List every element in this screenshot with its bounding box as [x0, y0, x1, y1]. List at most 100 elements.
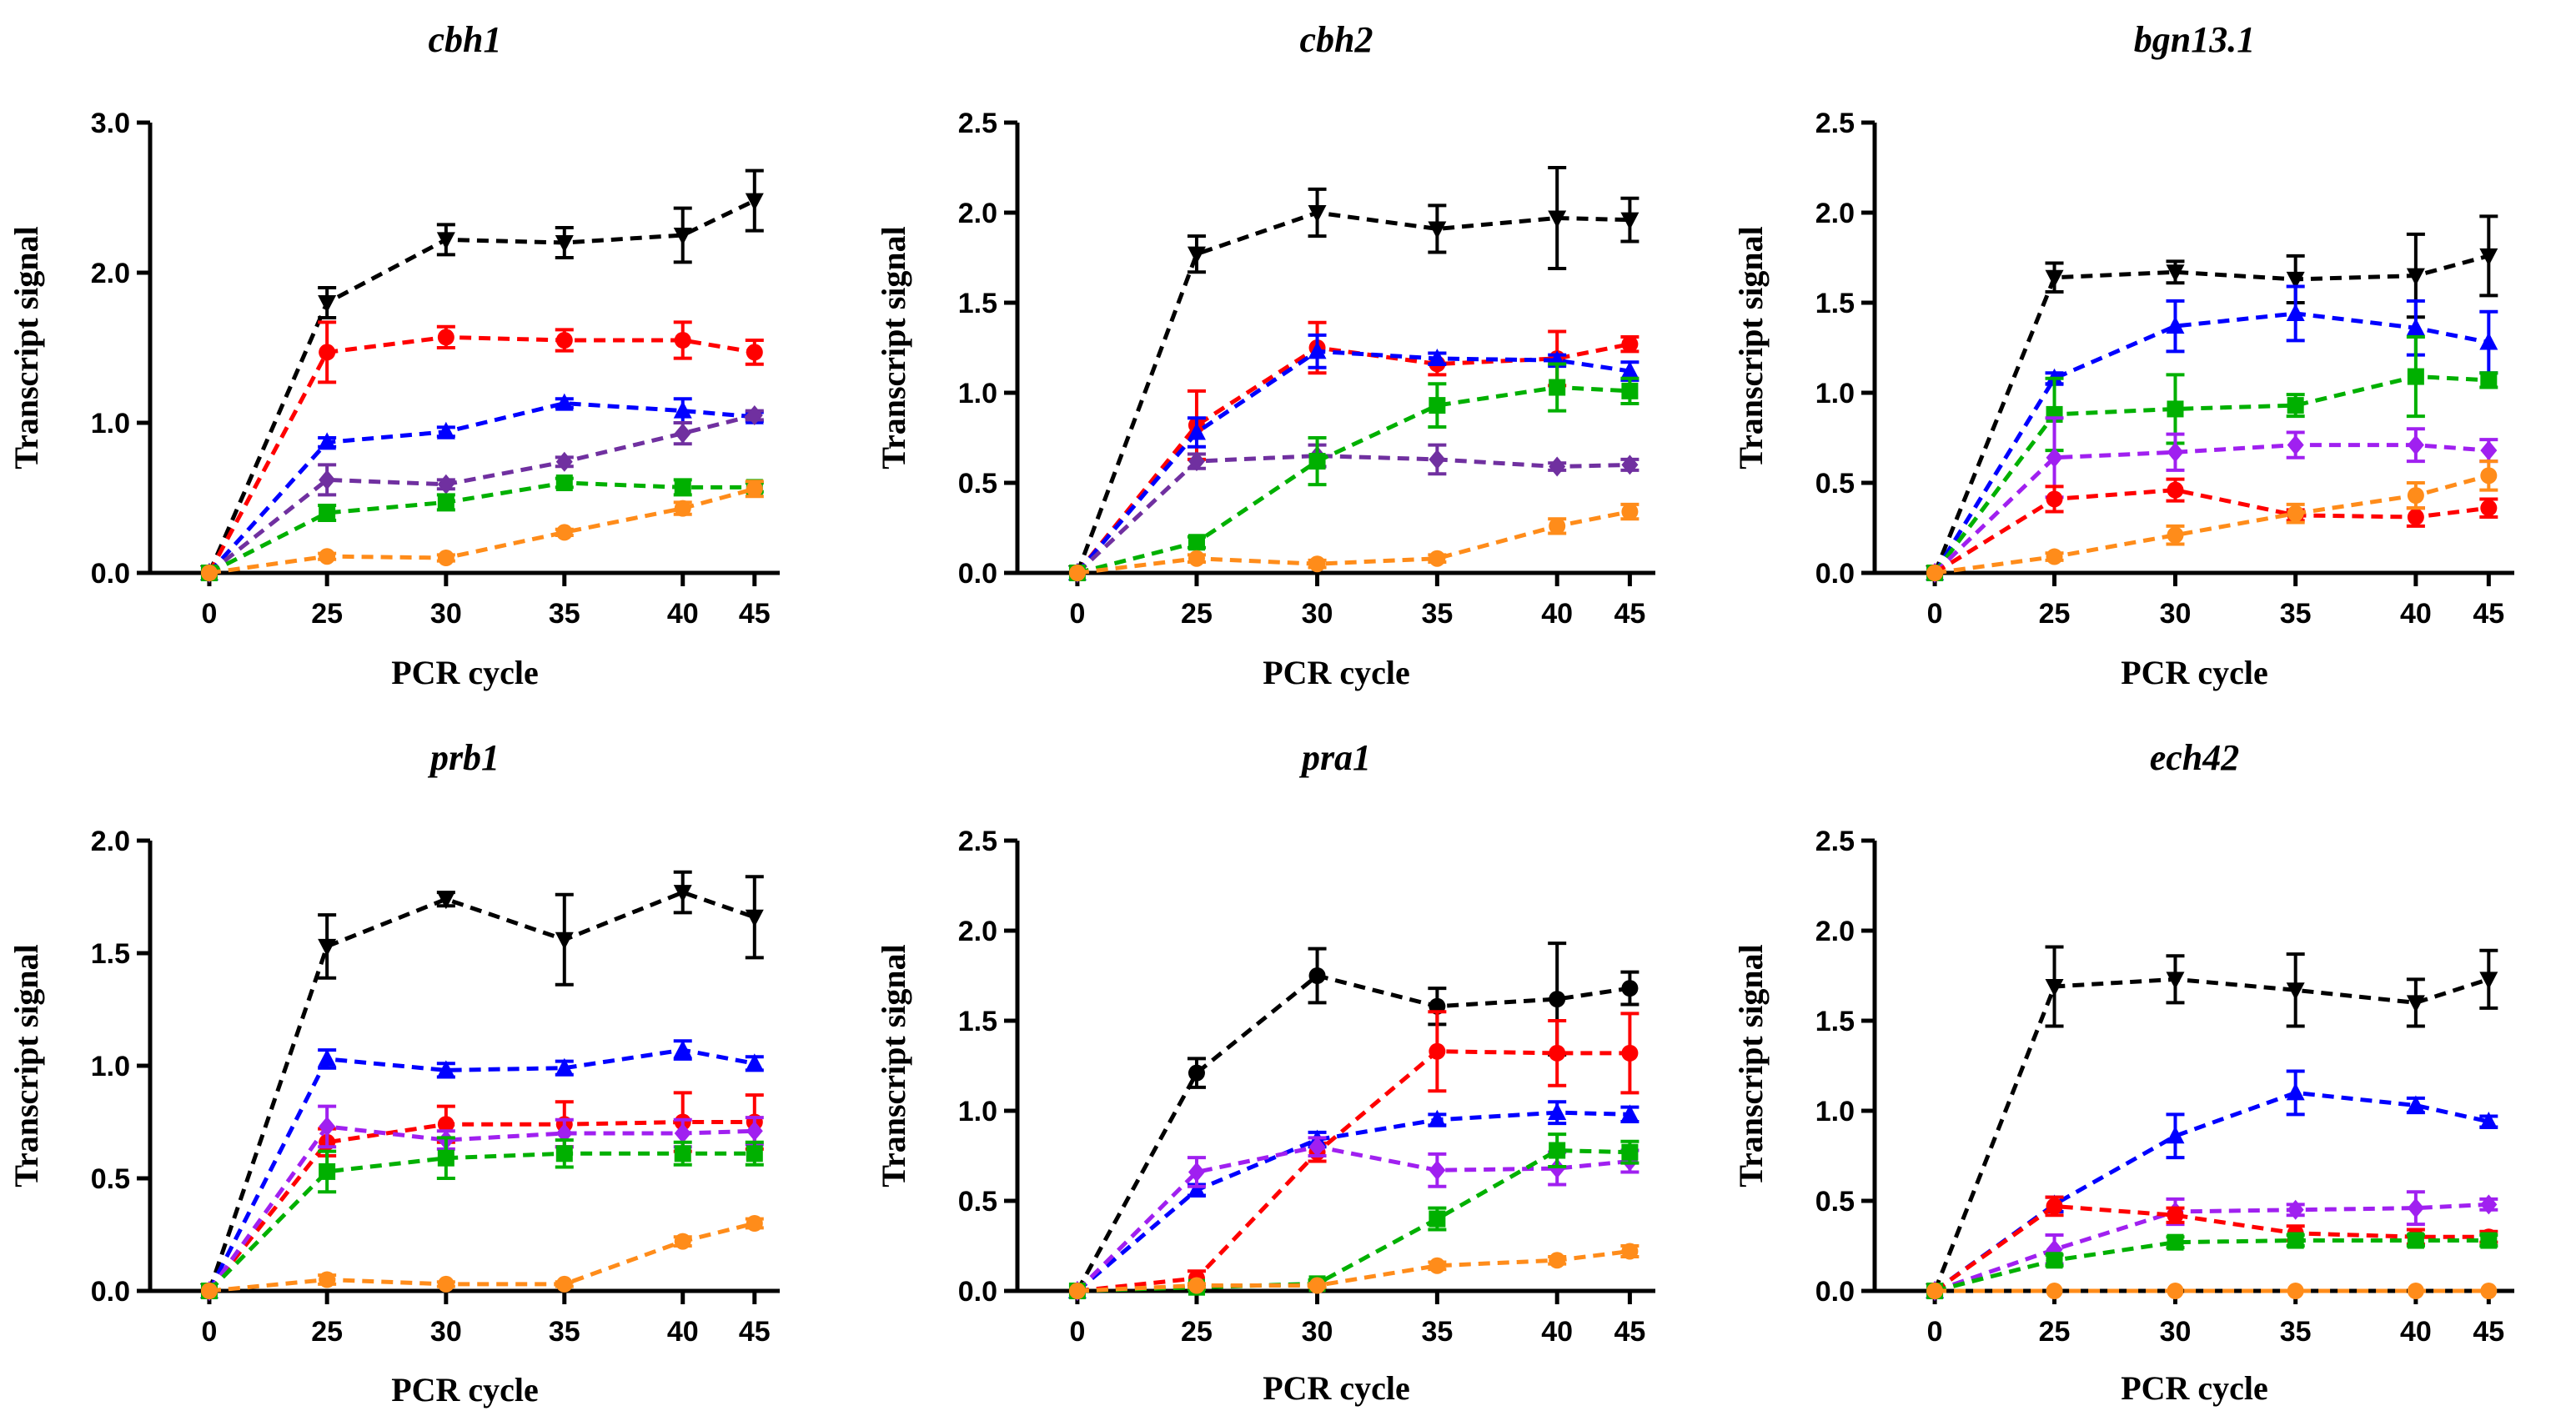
chart-title: bgn13.1	[2134, 19, 2255, 60]
data-point	[746, 1145, 763, 1162]
series-5	[200, 1215, 764, 1299]
data-point	[2287, 434, 2304, 455]
data-point	[437, 1275, 454, 1293]
x-tick-label: 0	[1927, 598, 1943, 630]
data-point	[1429, 397, 1446, 414]
data-point	[1549, 991, 1566, 1008]
series-line	[1076, 349, 1630, 575]
series-line	[208, 1151, 755, 1293]
data-point	[1429, 1042, 1446, 1060]
data-point	[1549, 517, 1566, 535]
data-point	[1188, 1277, 1205, 1294]
series-5	[200, 480, 764, 581]
y-tick-label: 0.5	[1815, 468, 1855, 500]
x-tick-label: 40	[2400, 1316, 2432, 1348]
data-point	[2286, 271, 2305, 289]
data-point	[1549, 456, 1566, 477]
data-point	[2167, 481, 2184, 499]
data-point	[2480, 1232, 2498, 1249]
series-line	[208, 486, 756, 575]
data-point	[1620, 361, 1640, 379]
x-tick-label: 45	[2473, 598, 2504, 630]
data-point	[2046, 1283, 2063, 1299]
x-tick-label: 40	[1541, 1316, 1573, 1348]
x-tick-label: 30	[430, 1316, 462, 1348]
data-point	[2406, 268, 2425, 286]
data-point	[2287, 1199, 2304, 1220]
series-line	[1933, 443, 2489, 575]
data-point	[1187, 1180, 1206, 1198]
x-tick-label: 40	[1541, 598, 1573, 630]
x-tick-label: 25	[1181, 1316, 1213, 1348]
series-line	[1077, 385, 1630, 575]
data-point	[2167, 400, 2184, 418]
data-point	[1188, 550, 1205, 567]
data-point	[746, 1121, 763, 1142]
data-point	[2046, 1252, 2063, 1269]
y-tick-label: 1.5	[1815, 288, 1855, 319]
data-point	[2167, 1207, 2184, 1224]
series-5	[1068, 1243, 1640, 1299]
series-5	[1926, 459, 2498, 581]
data-point	[2287, 505, 2304, 522]
data-point	[319, 548, 336, 565]
data-point	[1068, 1283, 1086, 1299]
data-point	[2480, 371, 2498, 389]
data-point	[1548, 1102, 1567, 1121]
chart-title: pra1	[1298, 737, 1371, 778]
x-tick-label: 45	[2473, 1316, 2504, 1348]
data-point	[1188, 534, 1205, 551]
series-0	[1068, 941, 1640, 1299]
data-point	[1621, 1044, 1639, 1062]
data-point	[673, 885, 692, 903]
y-axis-label: Transcript signal	[8, 944, 45, 1188]
x-tick-label: 45	[739, 598, 771, 630]
data-point	[1926, 565, 1944, 581]
series-line	[207, 1047, 756, 1293]
data-point	[674, 1233, 691, 1250]
data-point	[2479, 332, 2498, 350]
data-point	[1549, 1142, 1566, 1159]
data-point	[1308, 1137, 1326, 1157]
data-point	[2407, 509, 2424, 526]
y-tick-label: 0.0	[91, 558, 130, 590]
series-1	[1926, 284, 2498, 580]
data-point	[555, 451, 573, 472]
series-line	[1077, 510, 1630, 575]
data-point	[673, 228, 692, 245]
series-line	[207, 198, 756, 574]
data-point	[2479, 972, 2498, 990]
series-line	[1932, 254, 2489, 574]
data-point	[2046, 490, 2063, 508]
data-point	[200, 565, 218, 581]
y-tick-label: 1.5	[958, 288, 997, 319]
data-point	[318, 938, 337, 957]
series-0	[199, 168, 764, 583]
data-point	[1620, 212, 1640, 230]
data-point	[2286, 982, 2305, 1001]
series-1	[199, 1039, 764, 1298]
y-tick-label: 0.5	[958, 1186, 997, 1218]
y-axis-label: Transcript signal	[1732, 944, 1770, 1188]
series-5	[1926, 1283, 2498, 1299]
data-point	[2480, 440, 2498, 461]
series-line	[208, 1221, 756, 1293]
data-point	[555, 393, 574, 411]
x-tick-label: 30	[2160, 598, 2192, 630]
series-line	[1077, 1248, 1630, 1293]
y-tick-label: 1.0	[1815, 1096, 1855, 1127]
x-tick-label: 25	[311, 1316, 343, 1348]
data-point	[319, 469, 336, 490]
x-tick-label: 0	[1069, 598, 1085, 630]
series-5	[1068, 502, 1640, 581]
data-point	[1621, 503, 1639, 520]
data-point	[2479, 1111, 2498, 1129]
data-point	[1308, 341, 1327, 359]
data-point	[1428, 221, 1447, 239]
data-point	[200, 1283, 218, 1299]
chart-panel-2: bgn13.1 0.0 0.5 1.0 1.5 2.0 2.5 0 25 30 35 40 45 PCR …	[1732, 19, 2514, 691]
y-tick-label: 0.5	[91, 1163, 130, 1195]
series-line	[1933, 488, 2489, 575]
series-line	[1933, 1203, 2489, 1293]
series-4	[200, 475, 764, 581]
